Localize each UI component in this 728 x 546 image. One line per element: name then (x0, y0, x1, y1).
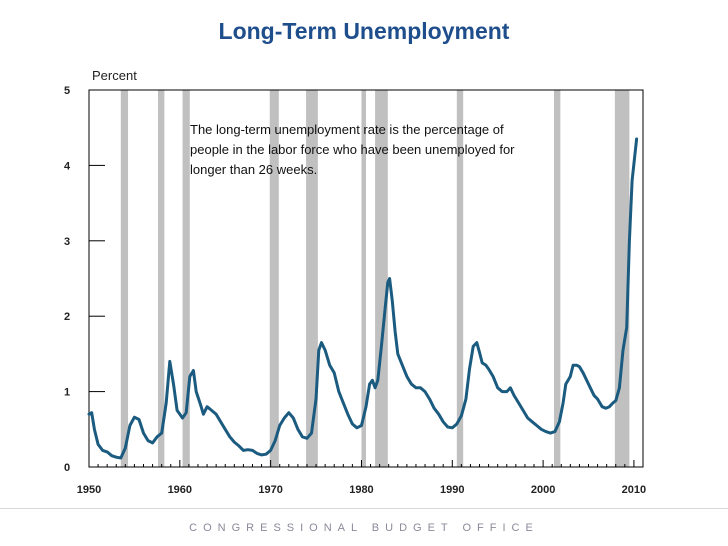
x-tick-label-2000: 2000 (531, 484, 555, 496)
y-axis-label: Percent (92, 68, 137, 83)
recession-band-2 (158, 90, 165, 467)
plot-frame (88, 89, 644, 468)
recession-band-9 (553, 90, 561, 467)
y-tick-label-1: 1 (64, 387, 70, 399)
recession-band-3 (182, 90, 190, 467)
x-tick-label-1960: 1960 (168, 484, 192, 496)
recession-band-5 (306, 90, 318, 467)
x-tick-label-2010: 2010 (622, 484, 646, 496)
recession-band-6 (361, 90, 366, 467)
y-tick-label-3: 3 (64, 236, 70, 248)
recession-band-4 (269, 90, 279, 467)
recession-band-1 (120, 90, 129, 467)
y-tick-label-0: 0 (64, 462, 70, 474)
y-tick-label-5: 5 (64, 85, 70, 97)
x-tick-label-1970: 1970 (258, 484, 282, 496)
recession-band-8 (456, 90, 464, 467)
x-tick-label-1980: 1980 (349, 484, 373, 496)
series-line-long-term-unemployment (87, 137, 639, 460)
y-tick-label-4: 4 (64, 160, 71, 172)
x-tick-label-1950: 1950 (77, 484, 101, 496)
recession-band-10 (614, 90, 630, 467)
chart-title: Long-Term Unemployment (218, 18, 510, 44)
axis-ticks: 0 1 2 3 4 5 1950 1960 1970 1980 1990 2000 2010 (64, 85, 646, 496)
footer-agency: CONGRESSIONAL BUDGET OFFICE (189, 522, 539, 534)
chart-annotation: The long-term unemployment rate is the p… (190, 122, 515, 177)
x-tick-label-1990: 1990 (440, 484, 464, 496)
y-tick-label-2: 2 (64, 311, 70, 323)
footer-divider (0, 508, 728, 509)
